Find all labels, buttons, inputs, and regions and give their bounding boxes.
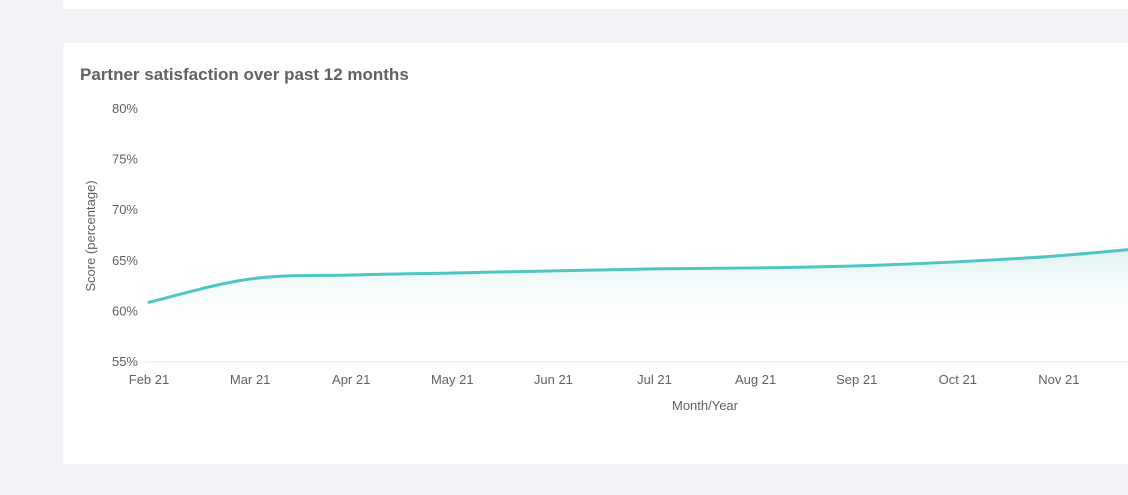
- x-tick-label: Jun 21: [534, 372, 573, 387]
- y-tick-label: 55%: [112, 354, 138, 369]
- x-tick-label: Oct 21: [939, 372, 977, 387]
- x-tick-label: Sep 21: [836, 372, 877, 387]
- x-tick-label: Nov 21: [1038, 372, 1079, 387]
- x-tick-label: Apr 21: [332, 372, 370, 387]
- y-tick-label: 60%: [112, 303, 138, 318]
- y-tick-label: 80%: [112, 101, 138, 116]
- y-tick-label: 65%: [112, 253, 138, 268]
- previous-card: [63, 0, 1128, 9]
- x-tick-label: Feb 21: [129, 372, 169, 387]
- series-line: [147, 248, 1128, 304]
- x-tick-label: Mar 21: [230, 372, 270, 387]
- x-tick-label: May 21: [431, 372, 474, 387]
- x-tick-label: Aug 21: [735, 372, 776, 387]
- chart-card: [63, 43, 1128, 464]
- y-axis-label: Score (percentage): [83, 180, 98, 291]
- y-tick-label: 75%: [112, 152, 138, 167]
- x-axis-label: Month/Year: [672, 398, 739, 413]
- x-tick-label: Jul 21: [637, 372, 672, 387]
- chart-title: Partner satisfaction over past 12 months: [80, 65, 409, 84]
- y-tick-label: 70%: [112, 202, 138, 217]
- series-area: [149, 249, 1128, 325]
